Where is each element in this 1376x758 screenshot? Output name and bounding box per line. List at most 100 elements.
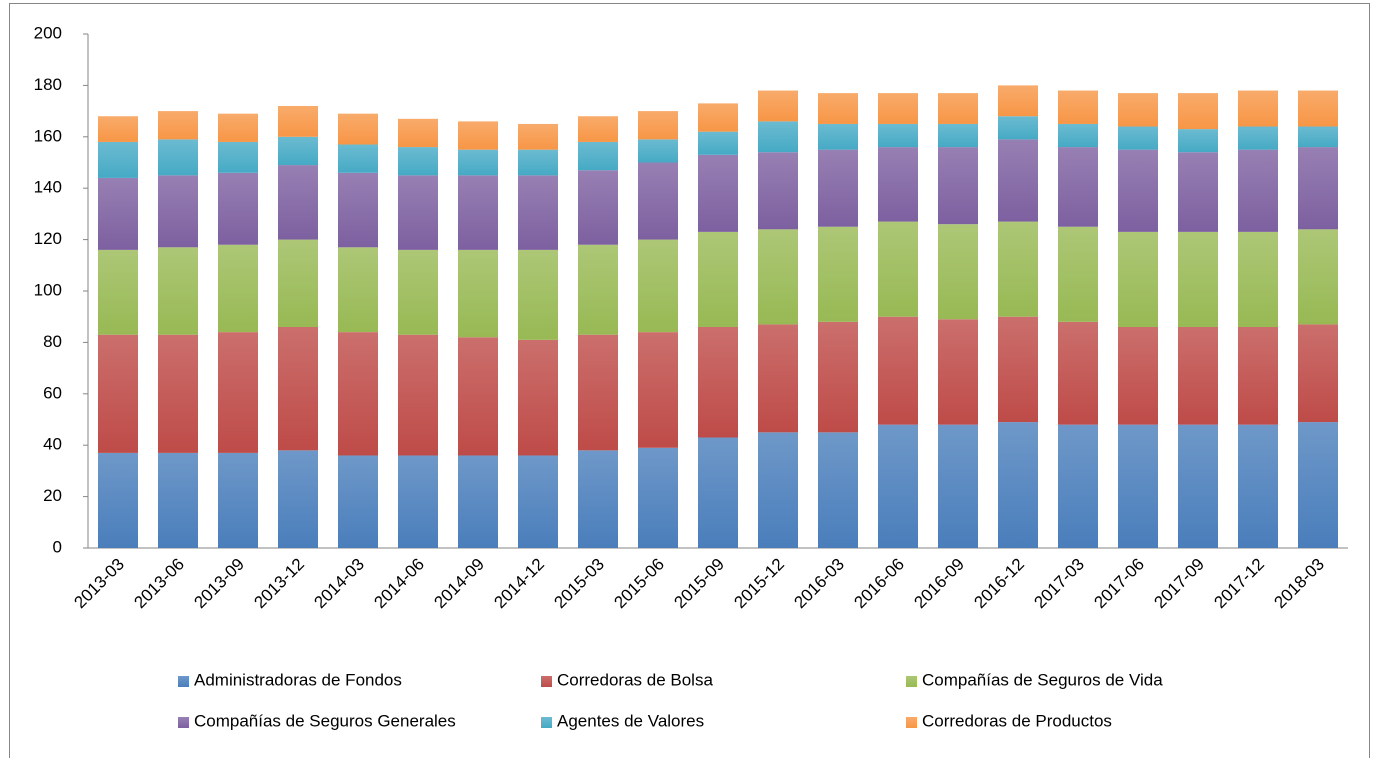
legend-swatch [906,676,917,687]
bar-segment [1058,321,1098,425]
y-tick-label: 140 [34,178,62,197]
x-tick-label: 2014-09 [430,555,488,613]
bar-segment [278,450,318,548]
y-tick-label: 80 [43,332,62,351]
x-tick-label: 2018-03 [1270,555,1328,613]
bar-segment [758,432,798,548]
bar-segment [518,339,558,456]
bar-segment [518,455,558,548]
bar-segment [1178,326,1218,425]
bar-segment [938,224,978,320]
x-tick-label: 2017-09 [1150,555,1208,613]
x-tick-label: 2016-06 [850,555,908,613]
bar-segment [1298,324,1338,423]
x-tick-label: 2014-12 [490,555,548,613]
bar-segment [578,334,618,451]
bar-segment [578,116,618,142]
bar-segment [1238,149,1278,232]
bar-segment [818,432,858,548]
x-tick-label: 2015-03 [550,555,608,613]
bar-segment [98,452,138,548]
bar-segment [758,90,798,122]
bar-segment [938,319,978,425]
bar-segment [1118,149,1158,232]
bar-segment [818,226,858,322]
x-tick-label: 2014-06 [370,555,428,613]
bar-segment [1238,424,1278,548]
bar-segment [1178,129,1218,153]
bar-segment [1058,147,1098,227]
bar-segment [1298,229,1338,325]
bar-segment [938,123,978,148]
bar-segment [98,249,138,335]
bar-segment [938,147,978,225]
bar-segment [338,455,378,548]
bar-segment [338,332,378,456]
bar-segment [218,452,258,548]
x-tick-label: 2016-12 [970,555,1028,613]
bar-segment [518,175,558,250]
bar-segment [458,249,498,338]
x-tick-label: 2017-03 [1030,555,1088,613]
bar-segment [1178,231,1218,327]
bar-segment [278,239,318,327]
bar-segment [1178,152,1218,232]
bar-segment [578,141,618,171]
bar-segment [1298,422,1338,548]
bar-segment [518,149,558,176]
bar-segment [1238,126,1278,150]
bar-segment [158,452,198,548]
bar-segment [818,321,858,433]
bar-segment [1238,90,1278,127]
bar-segment [278,326,318,451]
bar-segment [458,121,498,150]
x-tick-label: 2013-09 [190,555,248,613]
bar-segment [398,175,438,250]
bar-segment [638,332,678,448]
bar-segment [818,123,858,150]
bar-segment [1058,123,1098,148]
x-tick-label: 2017-06 [1090,555,1148,613]
bar-segment [998,85,1038,117]
bar-segment [458,337,498,456]
bar-segment [158,175,198,248]
bar-segment [818,149,858,227]
bar-segment [698,326,738,438]
bar-segment [1118,326,1158,425]
bar-segment [1058,226,1098,322]
bar-segment [1118,231,1158,327]
bar-segment [878,147,918,222]
bar-segment [638,447,678,548]
bar-segment [758,152,798,230]
bar-segment [398,249,438,335]
bar-segment [218,244,258,333]
bar-segment [758,324,798,433]
legend-swatch [178,676,189,687]
bar-segment [998,221,1038,317]
bar-segment [1178,424,1218,548]
bar-segment [758,121,798,153]
bar-segment [878,424,918,548]
bar-segment [758,229,798,325]
bar-segment [578,244,618,335]
bar-segment [278,105,318,137]
y-tick-label: 160 [34,126,62,145]
legend-swatch [178,717,189,728]
bar-segment [278,165,318,240]
bar-segment [98,141,138,178]
legend-label: Administradoras de Fondos [194,670,402,689]
bar-segment [878,123,918,148]
bar-segment [338,113,378,145]
legend-label: Compañías de Seguros de Vida [922,670,1163,689]
bar-segment [218,172,258,245]
bar-segment [998,139,1038,222]
bar-segment [1298,90,1338,127]
bar-segment [1298,147,1338,230]
bar-segment [398,455,438,548]
bar-segment [158,334,198,453]
bar-segment [1238,326,1278,425]
bar-segment [458,455,498,548]
legend-swatch [541,676,552,687]
bar-segment [878,316,918,425]
